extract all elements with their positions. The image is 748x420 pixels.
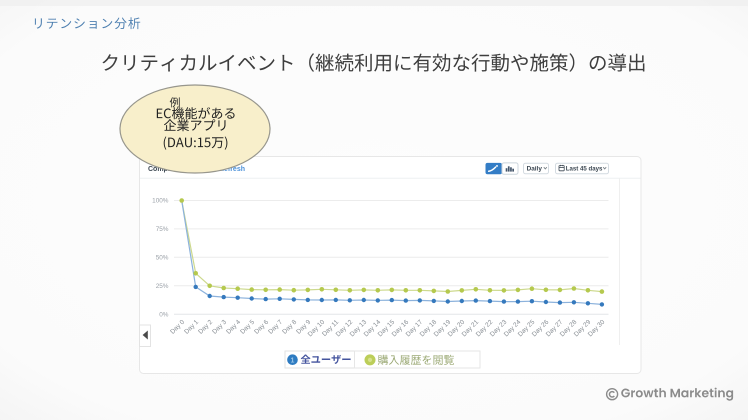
- svg-text:25%: 25%: [156, 283, 169, 290]
- svg-text:Last 45 days: Last 45 days: [566, 166, 603, 173]
- svg-text:Refresh: Refresh: [219, 166, 245, 173]
- svg-text:Daily: Daily: [527, 166, 543, 173]
- svg-text:100%: 100%: [152, 198, 169, 205]
- svg-text:0%: 0%: [159, 311, 169, 318]
- svg-text:1: 1: [291, 357, 295, 364]
- svg-text:75%: 75%: [156, 226, 169, 233]
- svg-text:50%: 50%: [156, 255, 169, 262]
